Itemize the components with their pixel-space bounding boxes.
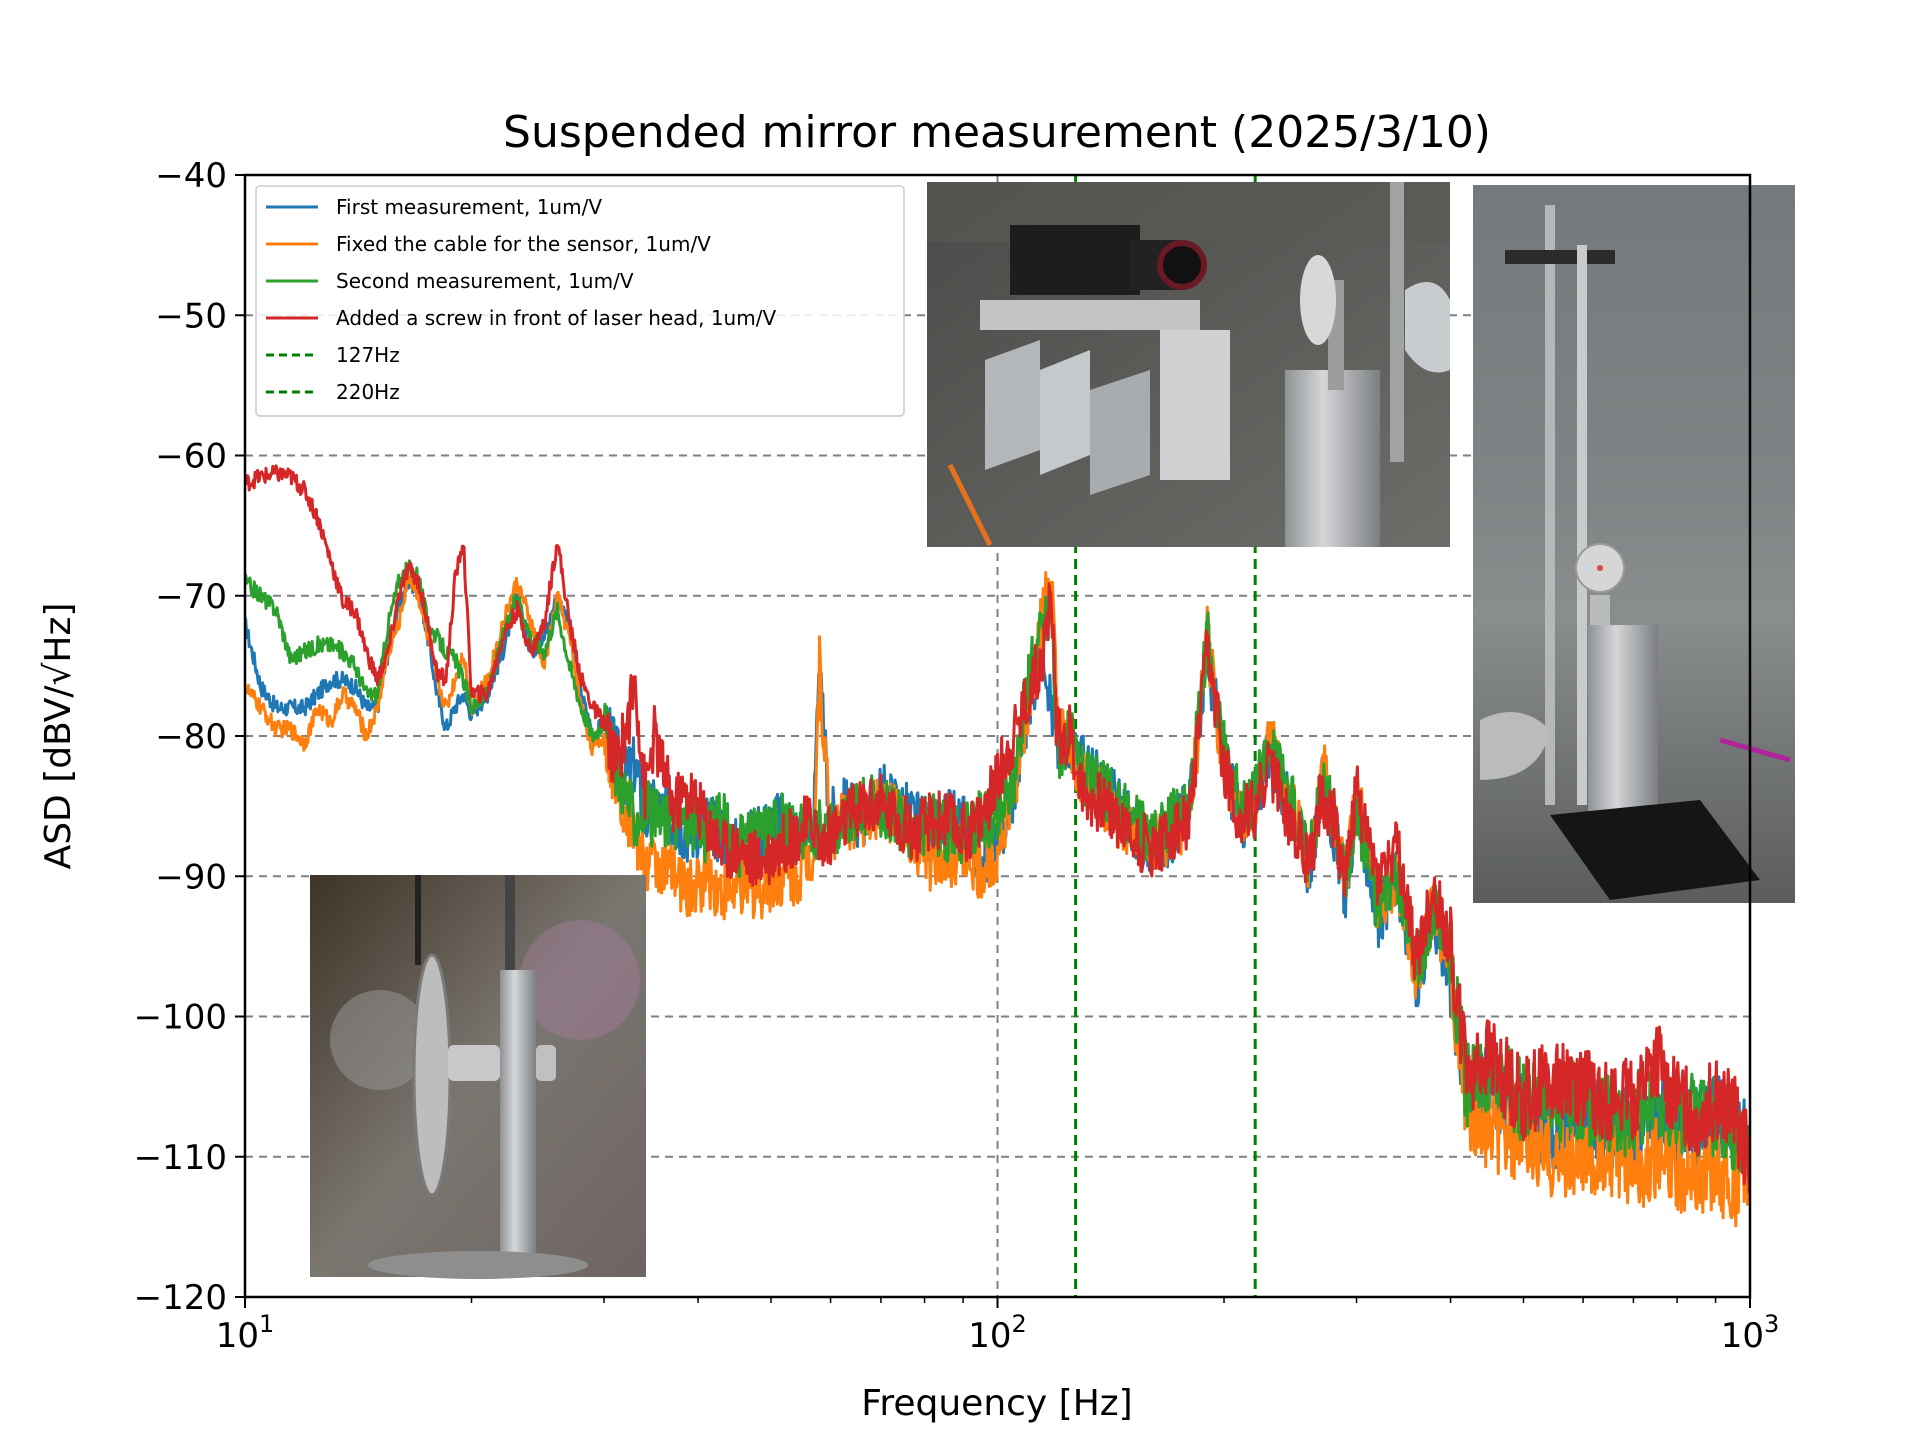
x-tick-label-0: 101	[216, 1310, 275, 1356]
legend: First measurement, 1um/V Fixed the cable …	[255, 185, 905, 417]
legend-label-1: Fixed the cable for the sensor, 1um/V	[336, 232, 711, 256]
legend-box	[255, 185, 905, 417]
legend-label-4: 127Hz	[336, 343, 400, 367]
y-tick-label-8: −120	[134, 1278, 227, 1318]
y-axis-label: ASD [dBV/√Hz]	[38, 603, 79, 870]
series-line-1	[245, 571, 1750, 1228]
y-tick-label-4: −80	[155, 717, 227, 757]
y-tick-label-5: −90	[155, 857, 227, 897]
y-tick-label-6: −100	[134, 998, 227, 1038]
series-line-3	[245, 464, 1750, 1194]
legend-label-0: First measurement, 1um/V	[336, 195, 602, 219]
y-tick-label-7: −110	[134, 1138, 227, 1178]
y-tick-label-3: −70	[155, 577, 227, 617]
x-tick-label-2: 103	[1721, 1310, 1780, 1356]
legend-label-3: Added a screw in front of laser head, 1u…	[336, 306, 776, 330]
photo-inset-mirror	[310, 875, 646, 1279]
y-tick-label-0: −40	[155, 156, 227, 196]
x-axis-label: Frequency [Hz]	[861, 1383, 1132, 1424]
series-group	[245, 464, 1750, 1228]
y-tick-label-2: −60	[155, 437, 227, 477]
legend-label-5: 220Hz	[336, 380, 400, 404]
photo-inset-stand	[1473, 185, 1795, 903]
y-tick-label-1: −50	[155, 296, 227, 336]
x-tick-label-1: 102	[968, 1310, 1027, 1356]
legend-label-2: Second measurement, 1um/V	[336, 269, 634, 293]
photo-inset-laser-head	[927, 182, 1450, 547]
chart-title: Suspended mirror measurement (2025/3/10)	[503, 107, 1491, 158]
